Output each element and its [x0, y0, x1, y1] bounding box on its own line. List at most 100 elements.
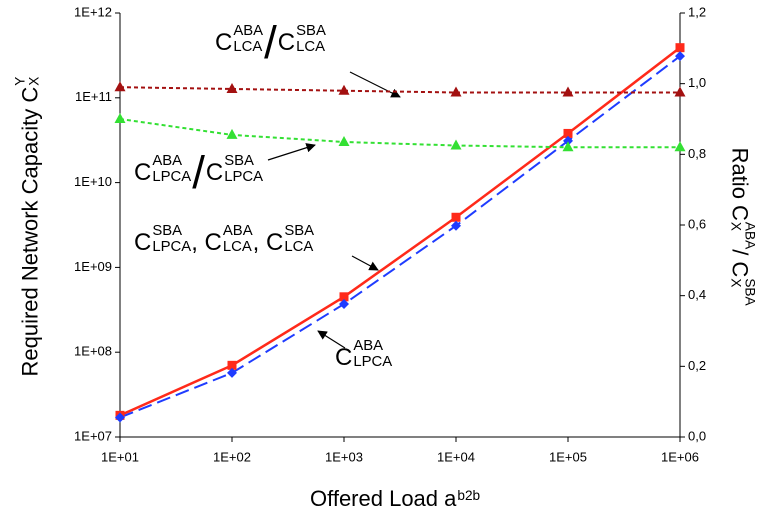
- text: Ratio C: [728, 147, 754, 221]
- superscript: ABA: [353, 338, 384, 355]
- marker: [338, 135, 350, 146]
- marker: [563, 128, 573, 138]
- x-tick-label: 1E+06: [661, 449, 699, 464]
- superscript: SBA: [284, 223, 315, 240]
- y-tick-label: 1E+07: [74, 428, 112, 443]
- marker: [339, 299, 349, 310]
- y-tick-label: 1E+08: [74, 344, 112, 359]
- text: C: [215, 28, 233, 56]
- script-stack: SBA LPCA: [224, 154, 264, 185]
- superscript: SBA: [296, 23, 326, 40]
- subscript: b2b: [457, 488, 481, 504]
- series-line: [119, 46, 681, 417]
- marker: [450, 139, 462, 150]
- superscript: SBA: [224, 153, 254, 170]
- text: / C: [728, 249, 754, 278]
- superscript: ABA: [222, 223, 253, 240]
- marker: [674, 141, 686, 152]
- text: Required Network Capacity C: [16, 86, 42, 377]
- y2-tick-label: 1,0: [688, 75, 706, 90]
- y2-tick-label: 0,8: [688, 146, 706, 161]
- y2-tick-label: 0,6: [688, 216, 706, 231]
- marker: [451, 220, 461, 231]
- text: C: [134, 228, 152, 256]
- x-tick-label: 1E+03: [325, 449, 363, 464]
- script-stack: ABA LPCA: [353, 338, 393, 370]
- y-tick-label: 1E+12: [74, 4, 112, 19]
- subscript: LCA: [233, 38, 263, 55]
- text: , C: [252, 228, 284, 256]
- marker: [450, 86, 462, 97]
- marker: [674, 86, 686, 97]
- subscript: LCA: [222, 238, 252, 255]
- script-stack: SBA LCA: [296, 24, 326, 55]
- script-stack: ABA LCA: [233, 24, 263, 55]
- marker: [338, 84, 350, 95]
- superscript: Y: [11, 76, 27, 86]
- marker: [675, 51, 685, 62]
- subscript: LPCA: [224, 168, 264, 185]
- text: /: [192, 147, 205, 198]
- y2-tick-label: 0,2: [688, 358, 706, 373]
- x-tick-label: 1E+02: [213, 449, 251, 464]
- y2-axis-label: Ratio C ABA X / C SBA X: [728, 97, 758, 357]
- marker: [226, 82, 238, 93]
- subscript: LPCA: [152, 238, 192, 255]
- subscript: X: [728, 278, 744, 288]
- marker: [115, 412, 125, 423]
- script-stack: SBA LCA: [284, 223, 314, 255]
- marker: [227, 367, 237, 378]
- series-line: [119, 118, 680, 149]
- series-line: [119, 86, 680, 94]
- text: /: [264, 17, 277, 68]
- subscript: LPCA: [152, 168, 192, 185]
- text: C: [205, 158, 224, 186]
- superscript: ABA: [743, 221, 759, 250]
- text: C: [277, 28, 296, 56]
- annotation: C SBA LPCA, C ABA LCA, C SBA LCA: [134, 223, 314, 256]
- marker: [675, 43, 685, 53]
- annotation-arrow: [317, 330, 346, 349]
- marker: [114, 81, 126, 92]
- x-tick-label: 1E+01: [101, 449, 139, 464]
- marker: [227, 360, 237, 370]
- text: C: [134, 158, 152, 186]
- script-stack: SBA X: [728, 278, 758, 305]
- annotation-arrow: [351, 255, 379, 271]
- y-tick-label: 1E+11: [75, 89, 112, 104]
- x-axis-label: Offered Load a b2b: [310, 488, 480, 510]
- marker: [226, 128, 238, 139]
- marker: [451, 212, 461, 222]
- script-stack: ABA LCA: [222, 223, 253, 255]
- y2-tick-label: 0,4: [688, 287, 706, 302]
- series-line: [119, 55, 681, 419]
- marker: [563, 135, 573, 146]
- marker: [562, 86, 574, 97]
- y-tick-label: 1E+09: [74, 259, 112, 274]
- marker: [562, 141, 574, 152]
- annotation: C ABA LPCA: [335, 338, 393, 370]
- subscript: X: [26, 76, 42, 86]
- y-tick-label: 1E+10: [74, 174, 112, 189]
- marker: [339, 292, 349, 302]
- subscript: LCA: [284, 238, 314, 255]
- text: , C: [191, 228, 222, 256]
- script-stack: ABA LPCA: [152, 154, 192, 185]
- x-tick-label: 1E+05: [549, 449, 587, 464]
- annotation-arrow: [349, 71, 401, 98]
- annotation-arrow: [267, 143, 316, 161]
- superscript: ABA: [152, 153, 183, 170]
- subscript: LCA: [296, 38, 326, 55]
- annotation: C ABA LCA / C SBA LCA: [215, 20, 326, 66]
- subscript: LPCA: [353, 353, 393, 370]
- script-stack: b2b: [457, 488, 480, 504]
- marker: [114, 113, 126, 123]
- superscript: ABA: [233, 23, 264, 40]
- superscript: SBA: [743, 278, 759, 306]
- x-tick-label: 1E+04: [437, 449, 475, 464]
- y2-tick-label: 0,0: [688, 428, 706, 443]
- superscript: SBA: [152, 223, 183, 240]
